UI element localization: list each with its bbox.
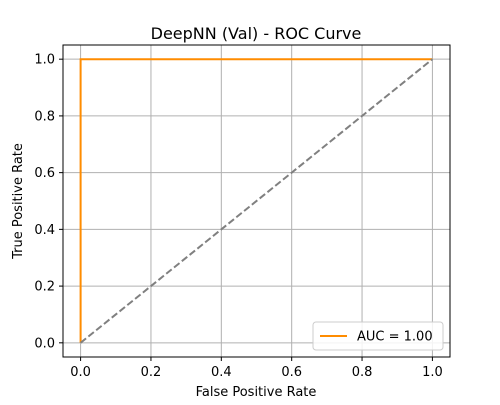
x-tick-label: 0.8 bbox=[352, 365, 373, 380]
legend: AUC = 1.00 bbox=[312, 321, 444, 351]
roc-curve-line bbox=[79, 58, 433, 343]
x-tick-label: 0.6 bbox=[281, 365, 302, 380]
y-tick-label: 0.2 bbox=[34, 280, 55, 295]
x-tick-label: 1.0 bbox=[422, 365, 443, 380]
plot-frame bbox=[62, 44, 451, 358]
x-tick-label: 0.2 bbox=[141, 365, 162, 380]
legend-label-roc: AUC = 1.00 bbox=[357, 330, 433, 345]
legend-box bbox=[312, 321, 444, 351]
chance-diagonal-line bbox=[79, 58, 434, 344]
x-tick-label: 0.0 bbox=[70, 365, 91, 380]
chart-title: DeepNN (Val) - ROC Curve bbox=[151, 24, 362, 43]
y-tick-label: 1.0 bbox=[34, 53, 55, 68]
y-tick-label: 0.0 bbox=[34, 336, 55, 351]
y-tick-label: 0.6 bbox=[34, 166, 55, 181]
y-tick-label: 0.4 bbox=[34, 223, 55, 238]
x-tick-label: 0.4 bbox=[211, 365, 232, 380]
y-tick-label: 0.8 bbox=[34, 109, 55, 124]
ticks: 0.0 0.2 0.4 0.6 0.8 1.0 0.0 0.2 0.4 0.6 0.8 1.0 bbox=[34, 53, 442, 380]
series-layer bbox=[79, 58, 434, 344]
x-axis-label: False Positive Rate bbox=[196, 385, 317, 400]
y-axis-label: True Positive Rate bbox=[11, 143, 26, 260]
